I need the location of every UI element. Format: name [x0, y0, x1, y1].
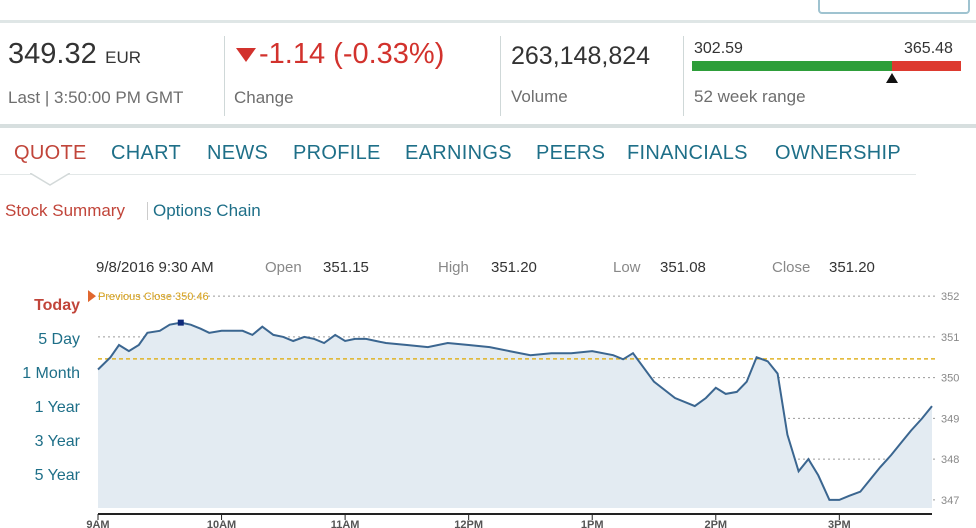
last-price: 349.32 — [8, 38, 97, 70]
tab-peers[interactable]: PEERS — [536, 142, 606, 164]
triangle-down-icon — [236, 47, 256, 62]
triangle-up-icon — [886, 73, 898, 83]
header-search-box[interactable] — [818, 0, 970, 14]
volume-label: Volume — [511, 87, 568, 106]
active-tab-pointer-icon — [30, 173, 70, 186]
x-tick-label: 2PM — [704, 519, 727, 528]
y-tick-label: 347 — [941, 495, 959, 507]
previous-close-label: Previous Close 350.46 — [98, 291, 209, 303]
currency-label: EUR — [105, 48, 142, 67]
range-5-year[interactable]: 5 Year — [34, 467, 80, 484]
tab-underline — [0, 174, 916, 175]
y-tick-label: 351 — [941, 332, 959, 344]
top-divider — [0, 20, 976, 23]
week52-low: 302.59 — [694, 40, 743, 57]
week52-range-low-bar — [692, 61, 892, 71]
x-tick-label: 10AM — [207, 519, 236, 528]
volume-value: 263,148,824 — [511, 42, 651, 70]
low-label: Low — [613, 259, 641, 276]
high-value: 351.20 — [491, 259, 537, 276]
low-value: 351.08 — [660, 259, 706, 276]
x-tick-label: 12PM — [454, 519, 483, 528]
tab-chart[interactable]: CHART — [111, 142, 182, 164]
tab-financials[interactable]: FINANCIALS — [627, 142, 748, 164]
tab-profile[interactable]: PROFILE — [293, 142, 381, 164]
high-label: High — [438, 259, 469, 276]
price-series-line — [97, 321, 933, 501]
last-trade-time: Last | 3:50:00 PM GMT — [8, 88, 184, 107]
range-5-day[interactable]: 5 Day — [38, 331, 80, 348]
change-block: -1.14 (-0.33%) — [235, 38, 444, 71]
tab-ownership[interactable]: OWNERSHIP — [775, 142, 902, 164]
tab-quote[interactable]: QUOTE — [14, 142, 87, 164]
previous-close-arrow-icon — [88, 290, 96, 303]
header-divider — [500, 36, 501, 116]
range-3-year[interactable]: 3 Year — [34, 433, 80, 450]
close-label: Close — [772, 259, 811, 276]
price-marker-point — [177, 319, 184, 326]
y-tick-label: 350 — [941, 373, 959, 385]
x-tick-label: 1PM — [581, 519, 604, 528]
close-value: 351.20 — [829, 259, 875, 276]
open-label: Open — [265, 259, 302, 276]
week52-label: 52 week range — [694, 87, 806, 106]
price-block: 349.32 EUR — [8, 38, 141, 71]
y-tick-label: 348 — [941, 454, 959, 466]
subnav-options-chain[interactable]: Options Chain — [153, 201, 261, 220]
range-1-year[interactable]: 1 Year — [34, 399, 80, 416]
subnav-divider — [147, 202, 148, 220]
intraday-price-chart[interactable]: Previous Close 350.46 352 351 350 349 348 347… — [0, 280, 976, 528]
ohlc-datetime: 9/8/2016 9:30 AM — [96, 259, 214, 276]
y-tick-label: 352 — [941, 291, 959, 303]
range-today[interactable]: Today — [34, 297, 80, 314]
tab-news[interactable]: NEWS — [207, 142, 269, 164]
x-tick-label: 11AM — [331, 519, 360, 528]
open-value: 351.15 — [323, 259, 369, 276]
week52-high: 365.48 — [904, 40, 953, 57]
header-divider — [683, 36, 684, 116]
tab-earnings[interactable]: EARNINGS — [405, 142, 512, 164]
y-tick-label: 349 — [941, 413, 959, 425]
week52-range-high-bar — [892, 61, 961, 71]
change-label: Change — [234, 88, 294, 107]
x-tick-label: 9AM — [86, 519, 109, 528]
price-area-fill — [98, 322, 932, 508]
subnav-stock-summary[interactable]: Stock Summary — [5, 201, 125, 220]
header-divider — [224, 36, 225, 116]
change-value: -1.14 (-0.33%) — [259, 38, 445, 70]
section-divider — [0, 124, 976, 128]
range-1-month[interactable]: 1 Month — [22, 365, 80, 382]
x-tick-label: 3PM — [828, 519, 851, 528]
